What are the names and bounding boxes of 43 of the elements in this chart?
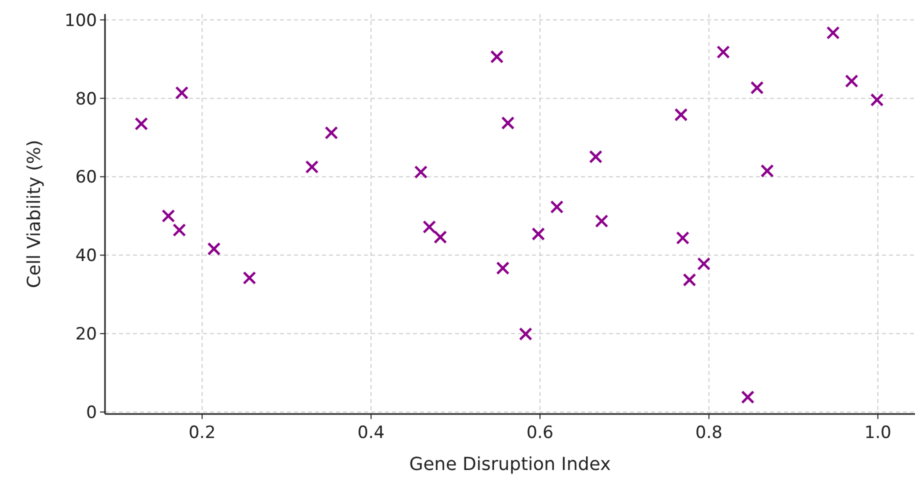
point bbox=[674, 108, 688, 122]
point bbox=[750, 81, 764, 94]
y-axis-title: Cell Viability (%) bbox=[24, 140, 45, 288]
y-tick-label: 0 bbox=[86, 402, 97, 423]
x-tick-label: 0.8 bbox=[695, 423, 722, 443]
point bbox=[134, 117, 148, 131]
point bbox=[242, 271, 256, 285]
point bbox=[532, 227, 545, 241]
point bbox=[589, 150, 602, 164]
point bbox=[716, 45, 730, 59]
point bbox=[682, 273, 696, 287]
x-axis-title: Gene Disruption Index bbox=[409, 454, 612, 475]
x-tick-label: 0.4 bbox=[358, 423, 385, 443]
point bbox=[826, 26, 840, 40]
point bbox=[496, 261, 510, 275]
y-tick-label: 80 bbox=[75, 89, 97, 110]
y-tick-label: 60 bbox=[75, 168, 97, 188]
point bbox=[501, 116, 515, 130]
point bbox=[741, 390, 754, 404]
x-tick-label: 1.0 bbox=[864, 423, 892, 443]
y-tick-label: 20 bbox=[75, 324, 97, 345]
point bbox=[422, 220, 436, 234]
point bbox=[594, 214, 608, 228]
point bbox=[870, 93, 884, 107]
point bbox=[207, 242, 221, 256]
point bbox=[697, 257, 711, 271]
point bbox=[162, 209, 176, 223]
x-tick-label: 0.2 bbox=[188, 423, 216, 443]
point bbox=[172, 223, 186, 237]
point bbox=[324, 126, 338, 140]
point bbox=[760, 164, 774, 178]
point bbox=[518, 327, 532, 341]
point bbox=[490, 50, 504, 64]
point bbox=[844, 74, 858, 88]
point bbox=[676, 231, 690, 245]
y-tick-label: 100 bbox=[64, 10, 97, 31]
point bbox=[550, 200, 564, 214]
x-tick-label: 0.6 bbox=[526, 423, 554, 443]
point bbox=[414, 165, 428, 179]
y-tick-label: 40 bbox=[75, 246, 97, 266]
point bbox=[175, 86, 189, 100]
point bbox=[305, 160, 319, 174]
point bbox=[434, 230, 448, 244]
